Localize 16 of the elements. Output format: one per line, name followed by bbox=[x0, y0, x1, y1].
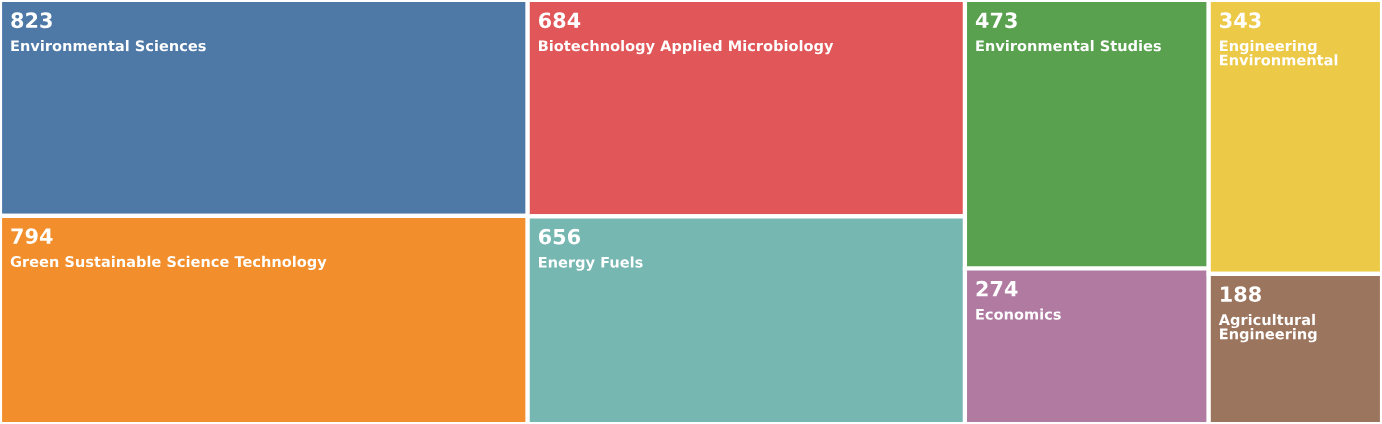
category-label: Environmental Studies bbox=[976, 40, 1161, 52]
category-label: Economics bbox=[976, 308, 1061, 320]
category-label: Green Sustainable Science Technology bbox=[10, 255, 327, 271]
category-label: Biotechnology Applied Microbiology bbox=[539, 40, 834, 55]
data-label: 473 bbox=[975, 12, 1017, 29]
data-label: 684 bbox=[538, 12, 581, 29]
category-label: Agricultural Engineering bbox=[1218, 313, 1317, 343]
category-label: Engineering Environmental bbox=[1220, 40, 1338, 66]
category-label: Environmental Sciences bbox=[11, 40, 206, 52]
data-label: 794 bbox=[11, 228, 53, 244]
data-label: 274 bbox=[976, 280, 1018, 297]
data-label: 656 bbox=[538, 228, 581, 245]
data-label: 823 bbox=[11, 12, 52, 29]
data-label: 188 bbox=[1221, 286, 1261, 303]
category-label: Energy Fuels bbox=[539, 256, 643, 271]
data-label: 343 bbox=[1220, 12, 1261, 29]
